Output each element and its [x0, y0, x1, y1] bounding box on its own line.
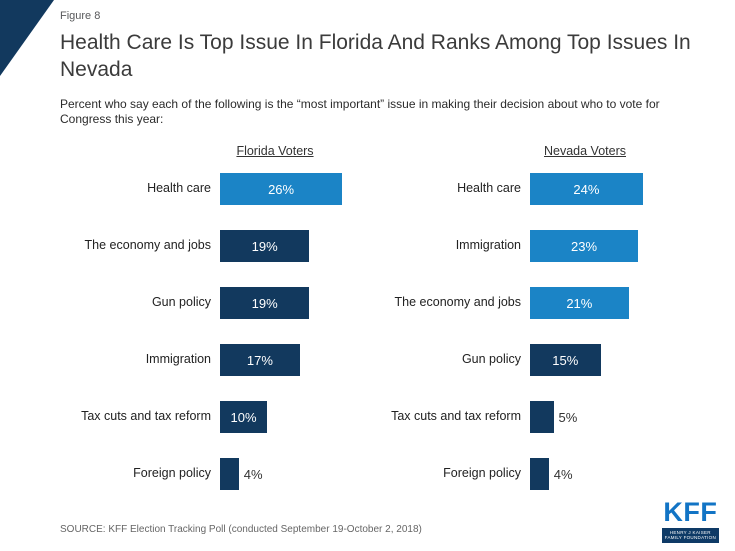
bar-row: Tax cuts and tax reform 10% — [55, 401, 365, 434]
bar-rows-florida: Health care 26% The economy and jobs 19% Gun… — [55, 173, 365, 491]
bar-row: Health care 26% — [55, 173, 365, 206]
bar-area: 10% — [220, 401, 267, 434]
bar-row: The economy and jobs 21% — [365, 287, 675, 320]
bar-row: Foreign policy 4% — [55, 458, 365, 491]
bar-area: 21% — [530, 287, 629, 320]
bar-area: 17% — [220, 344, 300, 377]
bar: 23% — [530, 230, 639, 263]
category-label: The economy and jobs — [394, 295, 521, 310]
category-label: Health care — [457, 181, 521, 196]
value-label: 4% — [243, 466, 263, 482]
kff-logo: KFF HENRY J KAISER FAMILY FOUNDATION — [661, 497, 719, 543]
value-label: 5% — [558, 409, 578, 425]
chart-florida: Florida Voters Health care 26% The economy… — [55, 144, 365, 515]
bar-area: 23% — [530, 230, 639, 263]
value-label: 19% — [251, 238, 278, 254]
bar-area: 4% — [220, 458, 263, 491]
figure-label: Figure 8 — [60, 10, 101, 22]
bar-area: 19% — [220, 230, 310, 263]
value-label: 24% — [573, 181, 600, 197]
category-label: Immigration — [145, 352, 211, 367]
value-label: 19% — [251, 295, 278, 311]
bar-area: 24% — [530, 173, 643, 206]
charts-container: Florida Voters Health care 26% The economy… — [0, 144, 735, 515]
chart-title-nevada: Nevada Voters — [544, 144, 626, 159]
bar-row: Gun policy 19% — [55, 287, 365, 320]
category-label: Foreign policy — [133, 466, 211, 481]
bar-area: 15% — [530, 344, 601, 377]
bar — [530, 458, 549, 491]
chart-nevada: Nevada Voters Health care 24% Immigration 2… — [365, 144, 675, 515]
value-label: 26% — [268, 181, 295, 197]
kff-logo-text: KFF — [663, 497, 718, 528]
category-label: Tax cuts and tax reform — [81, 409, 211, 424]
chart-subtitle: Percent who say each of the following is… — [60, 96, 660, 127]
bar: 24% — [530, 173, 643, 206]
chart-title-florida: Florida Voters — [236, 144, 314, 159]
bar-area: 5% — [530, 401, 578, 434]
category-label: Foreign policy — [443, 466, 521, 481]
kff-logo-line1: HENRY J KAISER — [669, 529, 711, 535]
value-label: 21% — [566, 295, 593, 311]
bar — [530, 401, 554, 434]
bar-row: Foreign policy 4% — [365, 458, 675, 491]
bar: 17% — [220, 344, 300, 377]
value-label: 15% — [552, 352, 579, 368]
bar: 21% — [530, 287, 629, 320]
bar-row: The economy and jobs 19% — [55, 230, 365, 263]
value-label: 17% — [246, 352, 273, 368]
page-title: Health Care Is Top Issue In Florida And … — [60, 31, 691, 82]
bar-row: Immigration 23% — [365, 230, 675, 263]
category-label: Immigration — [455, 238, 521, 253]
bar: 10% — [220, 401, 267, 434]
kff-logo-line2: FAMILY FOUNDATION — [664, 535, 716, 541]
category-label: Health care — [147, 181, 211, 196]
value-label: 4% — [553, 466, 573, 482]
header: Figure 8 Health Care Is Top Issue In Flo… — [0, 0, 735, 128]
kff-logo-subtext: HENRY J KAISER FAMILY FOUNDATION — [661, 527, 719, 543]
bar: 19% — [220, 287, 310, 320]
bar-area: 26% — [220, 173, 343, 206]
value-label: 23% — [571, 238, 598, 254]
source-text: SOURCE: KFF Election Tracking Poll (cond… — [60, 524, 422, 535]
bar-row: Immigration 17% — [55, 344, 365, 377]
bar-row: Tax cuts and tax reform 5% — [365, 401, 675, 434]
category-label: The economy and jobs — [84, 238, 211, 253]
bar — [220, 458, 239, 491]
category-label: Gun policy — [461, 352, 521, 367]
bar: 15% — [530, 344, 601, 377]
bar: 26% — [220, 173, 343, 206]
bar-rows-nevada: Health care 24% Immigration 23% The economy … — [365, 173, 675, 491]
category-label: Tax cuts and tax reform — [391, 409, 521, 424]
bar-row: Health care 24% — [365, 173, 675, 206]
category-label: Gun policy — [151, 295, 211, 310]
bar-row: Gun policy 15% — [365, 344, 675, 377]
bar: 19% — [220, 230, 310, 263]
value-label: 10% — [230, 409, 257, 425]
bar-area: 4% — [530, 458, 573, 491]
bar-area: 19% — [220, 287, 310, 320]
